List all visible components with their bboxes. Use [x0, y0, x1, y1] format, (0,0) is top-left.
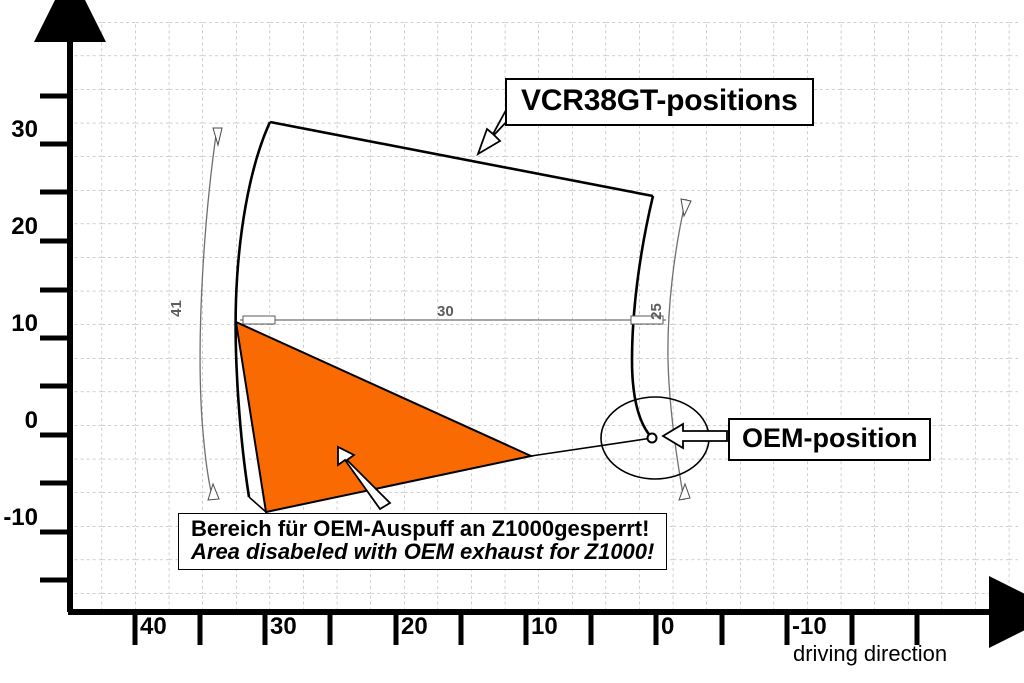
- leader-arrow-vcr: [476, 110, 512, 157]
- callout-blocked-area-line-de: Bereich für OEM-Auspuff an Z1000gesperrt…: [191, 516, 650, 541]
- x-tick-label-0: 0: [661, 613, 675, 640]
- callout-vcr38gt-positions[interactable]: VCR38GT-positions: [505, 78, 814, 126]
- y-tick-label-20: 20: [11, 213, 38, 240]
- x-tick-label-10: 10: [531, 613, 558, 640]
- callout-blocked-area-line-en: Area disabeled with OEM exhaust for Z100…: [191, 539, 655, 564]
- dimension-label-30: 30: [437, 303, 454, 320]
- callout-oem-position[interactable]: OEM-position: [728, 418, 932, 461]
- callout-blocked-area[interactable]: Bereich für OEM-Auspuff an Z1000gesperrt…: [178, 513, 668, 570]
- y-tick-label-0: 0: [24, 407, 38, 434]
- x-tick-label--10: -10: [792, 613, 827, 640]
- leader-arrow-area: [337, 445, 392, 511]
- y-axis-ticks: [40, 93, 70, 583]
- dimension-label-25: 25: [647, 303, 665, 320]
- y-tick-label-10: 10: [11, 310, 38, 337]
- x-tick-label-30: 30: [270, 613, 297, 640]
- x-axis-title: driving direction: [793, 641, 948, 666]
- y-tick-label--10: -10: [3, 504, 38, 531]
- x-tick-label-40: 40: [140, 613, 167, 640]
- dimension-line-30: [240, 315, 666, 325]
- right-adjustment-arc: [667, 198, 692, 501]
- x-axis-ticks: [132, 612, 920, 645]
- vcr38gt-envelope: [234, 120, 655, 513]
- leader-arrow-oem: [661, 422, 728, 450]
- dimension-label-41: 41: [167, 300, 185, 317]
- left-adjustment-arc: [199, 127, 223, 501]
- y-tick-label-30: 30: [11, 116, 38, 143]
- x-tick-label-20: 20: [401, 613, 428, 640]
- blocked-area-polygon: [234, 320, 535, 514]
- axes: [34, 0, 1024, 648]
